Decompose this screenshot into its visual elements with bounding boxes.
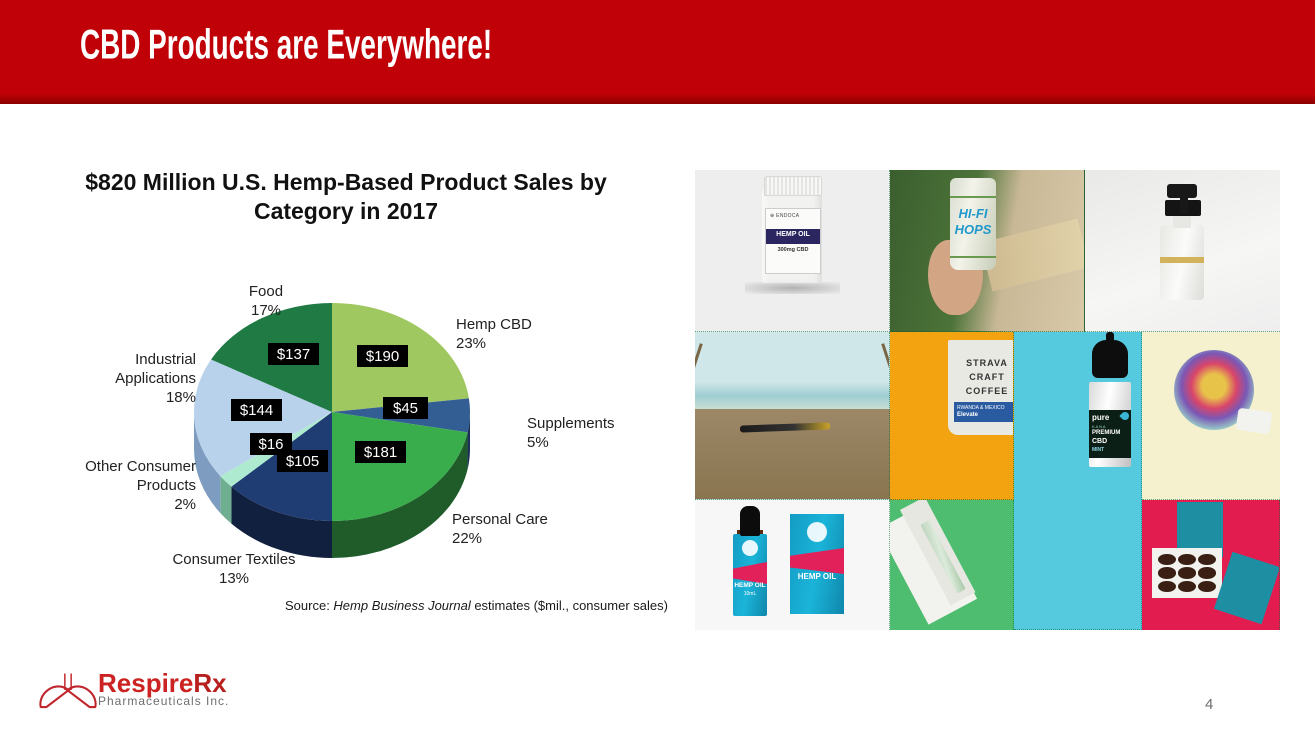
svg-text:$190: $190 [366, 348, 399, 365]
svg-text:$105: $105 [286, 453, 319, 470]
svg-text:$16: $16 [258, 436, 283, 453]
svg-text:$137: $137 [277, 346, 310, 363]
svg-text:$45: $45 [393, 400, 418, 417]
svg-text:$144: $144 [240, 402, 273, 419]
svg-text:$181: $181 [364, 444, 397, 461]
